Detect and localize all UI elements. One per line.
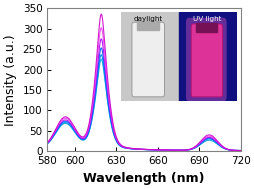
Y-axis label: Intensity (a.u.): Intensity (a.u.) bbox=[4, 34, 17, 126]
X-axis label: Wavelength (nm): Wavelength (nm) bbox=[83, 172, 204, 185]
